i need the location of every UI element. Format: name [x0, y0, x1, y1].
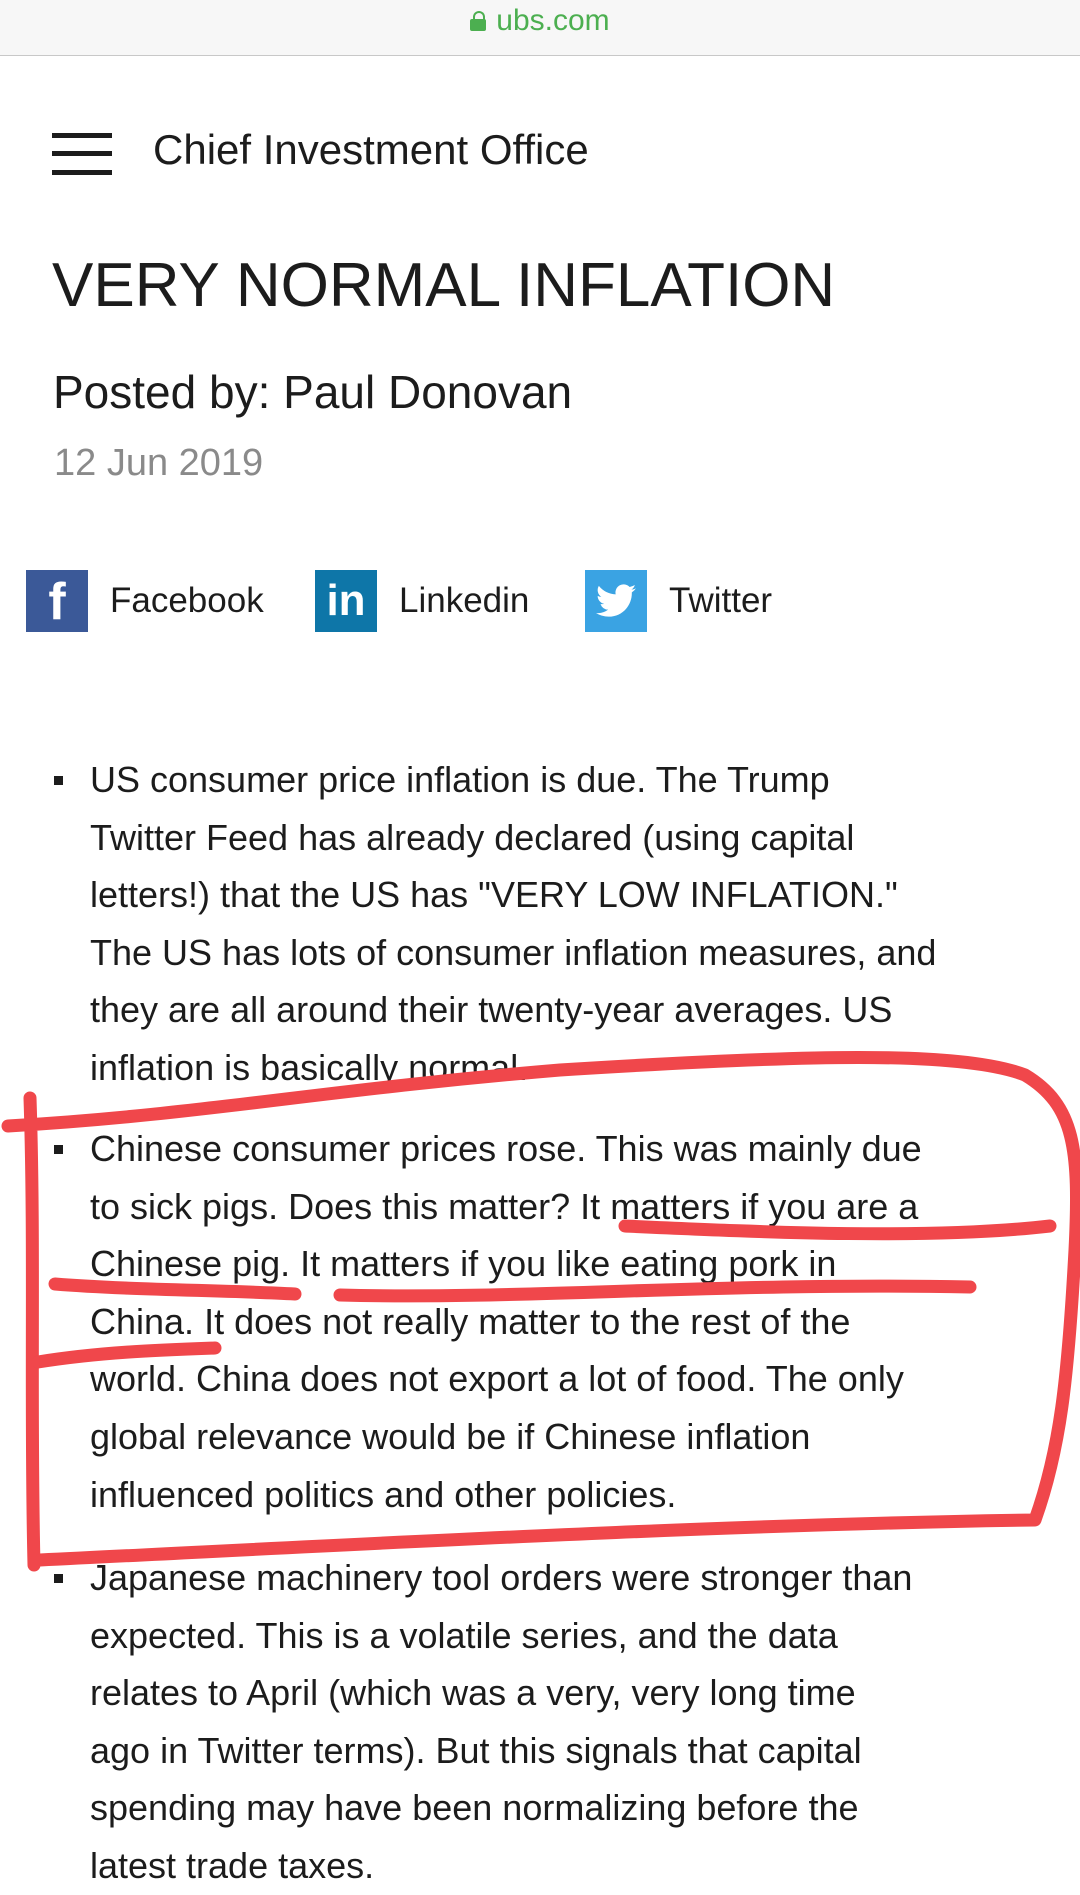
text-line: US consumer price inflation is due. The … [90, 759, 830, 800]
author-byline: Posted by: Paul Donovan [53, 366, 573, 418]
text-line: relates to April (which was a very, very… [90, 1672, 856, 1714]
share-twitter-button[interactable]: Twitter [585, 570, 772, 632]
text-line: letters!) that the US has "VERY LOW INFL… [90, 874, 898, 916]
text-line: latest trade taxes. [90, 1844, 375, 1886]
text-line: to sick pigs. Does this matter? It matte… [90, 1185, 919, 1227]
share-linkedin-button[interactable]: in Linkedin [315, 570, 529, 632]
text-line: influenced politics and other policies. [90, 1473, 677, 1515]
text-line: global relevance would be if Chinese inf… [90, 1415, 811, 1457]
bullet-marker [54, 1574, 63, 1583]
facebook-icon: f [26, 570, 88, 632]
browser-url-bar[interactable]: ubs.com [0, 0, 1080, 56]
site-title[interactable]: Chief Investment Office [153, 126, 589, 173]
text-line: The US has lots of consumer inflation me… [90, 931, 937, 973]
post-date: 12 Jun 2019 [54, 442, 264, 484]
twitter-icon [585, 570, 647, 632]
page-title: VERY NORMAL INFLATION [52, 251, 836, 320]
share-label: Linkedin [399, 581, 530, 620]
linkedin-icon: in [315, 570, 377, 632]
text-line: they are all around their twenty-year av… [90, 989, 893, 1031]
bullet-item-china-prices: Chinese consumer prices rose. This was m… [54, 1120, 922, 1523]
bullet-item-us-inflation: US consumer price inflation is due. The … [54, 751, 937, 1097]
url-display[interactable]: ubs.com [470, 3, 610, 38]
text-line: Chinese consumer prices rose. This was m… [90, 1128, 922, 1169]
text-line: ago in Twitter terms). But this signals … [90, 1729, 862, 1771]
share-label: Facebook [110, 581, 264, 620]
bullet-item-japan-orders: Japanese machinery tool orders were stro… [54, 1549, 913, 1895]
text-line: expected. This is a volatile series, and… [90, 1614, 838, 1656]
text-line: spending may have been normalizing befor… [90, 1787, 859, 1829]
lock-icon [470, 10, 487, 31]
url-text: ubs.com [496, 3, 610, 37]
text-line: world. China does not export a lot of fo… [90, 1358, 904, 1400]
share-facebook-button[interactable]: f Facebook [26, 570, 264, 632]
share-label: Twitter [669, 581, 773, 620]
bullet-marker [54, 776, 63, 785]
text-line: Japanese machinery tool orders were stro… [90, 1557, 913, 1598]
text-line: inflation is basically normal. [90, 1046, 529, 1088]
text-line: China. It does not really matter to the … [90, 1300, 851, 1342]
text-line: Twitter Feed has already declared (using… [90, 816, 855, 858]
menu-icon[interactable] [52, 133, 112, 175]
text-line: Chinese pig. It matters if you like eati… [90, 1243, 837, 1285]
bullet-marker [54, 1145, 63, 1154]
